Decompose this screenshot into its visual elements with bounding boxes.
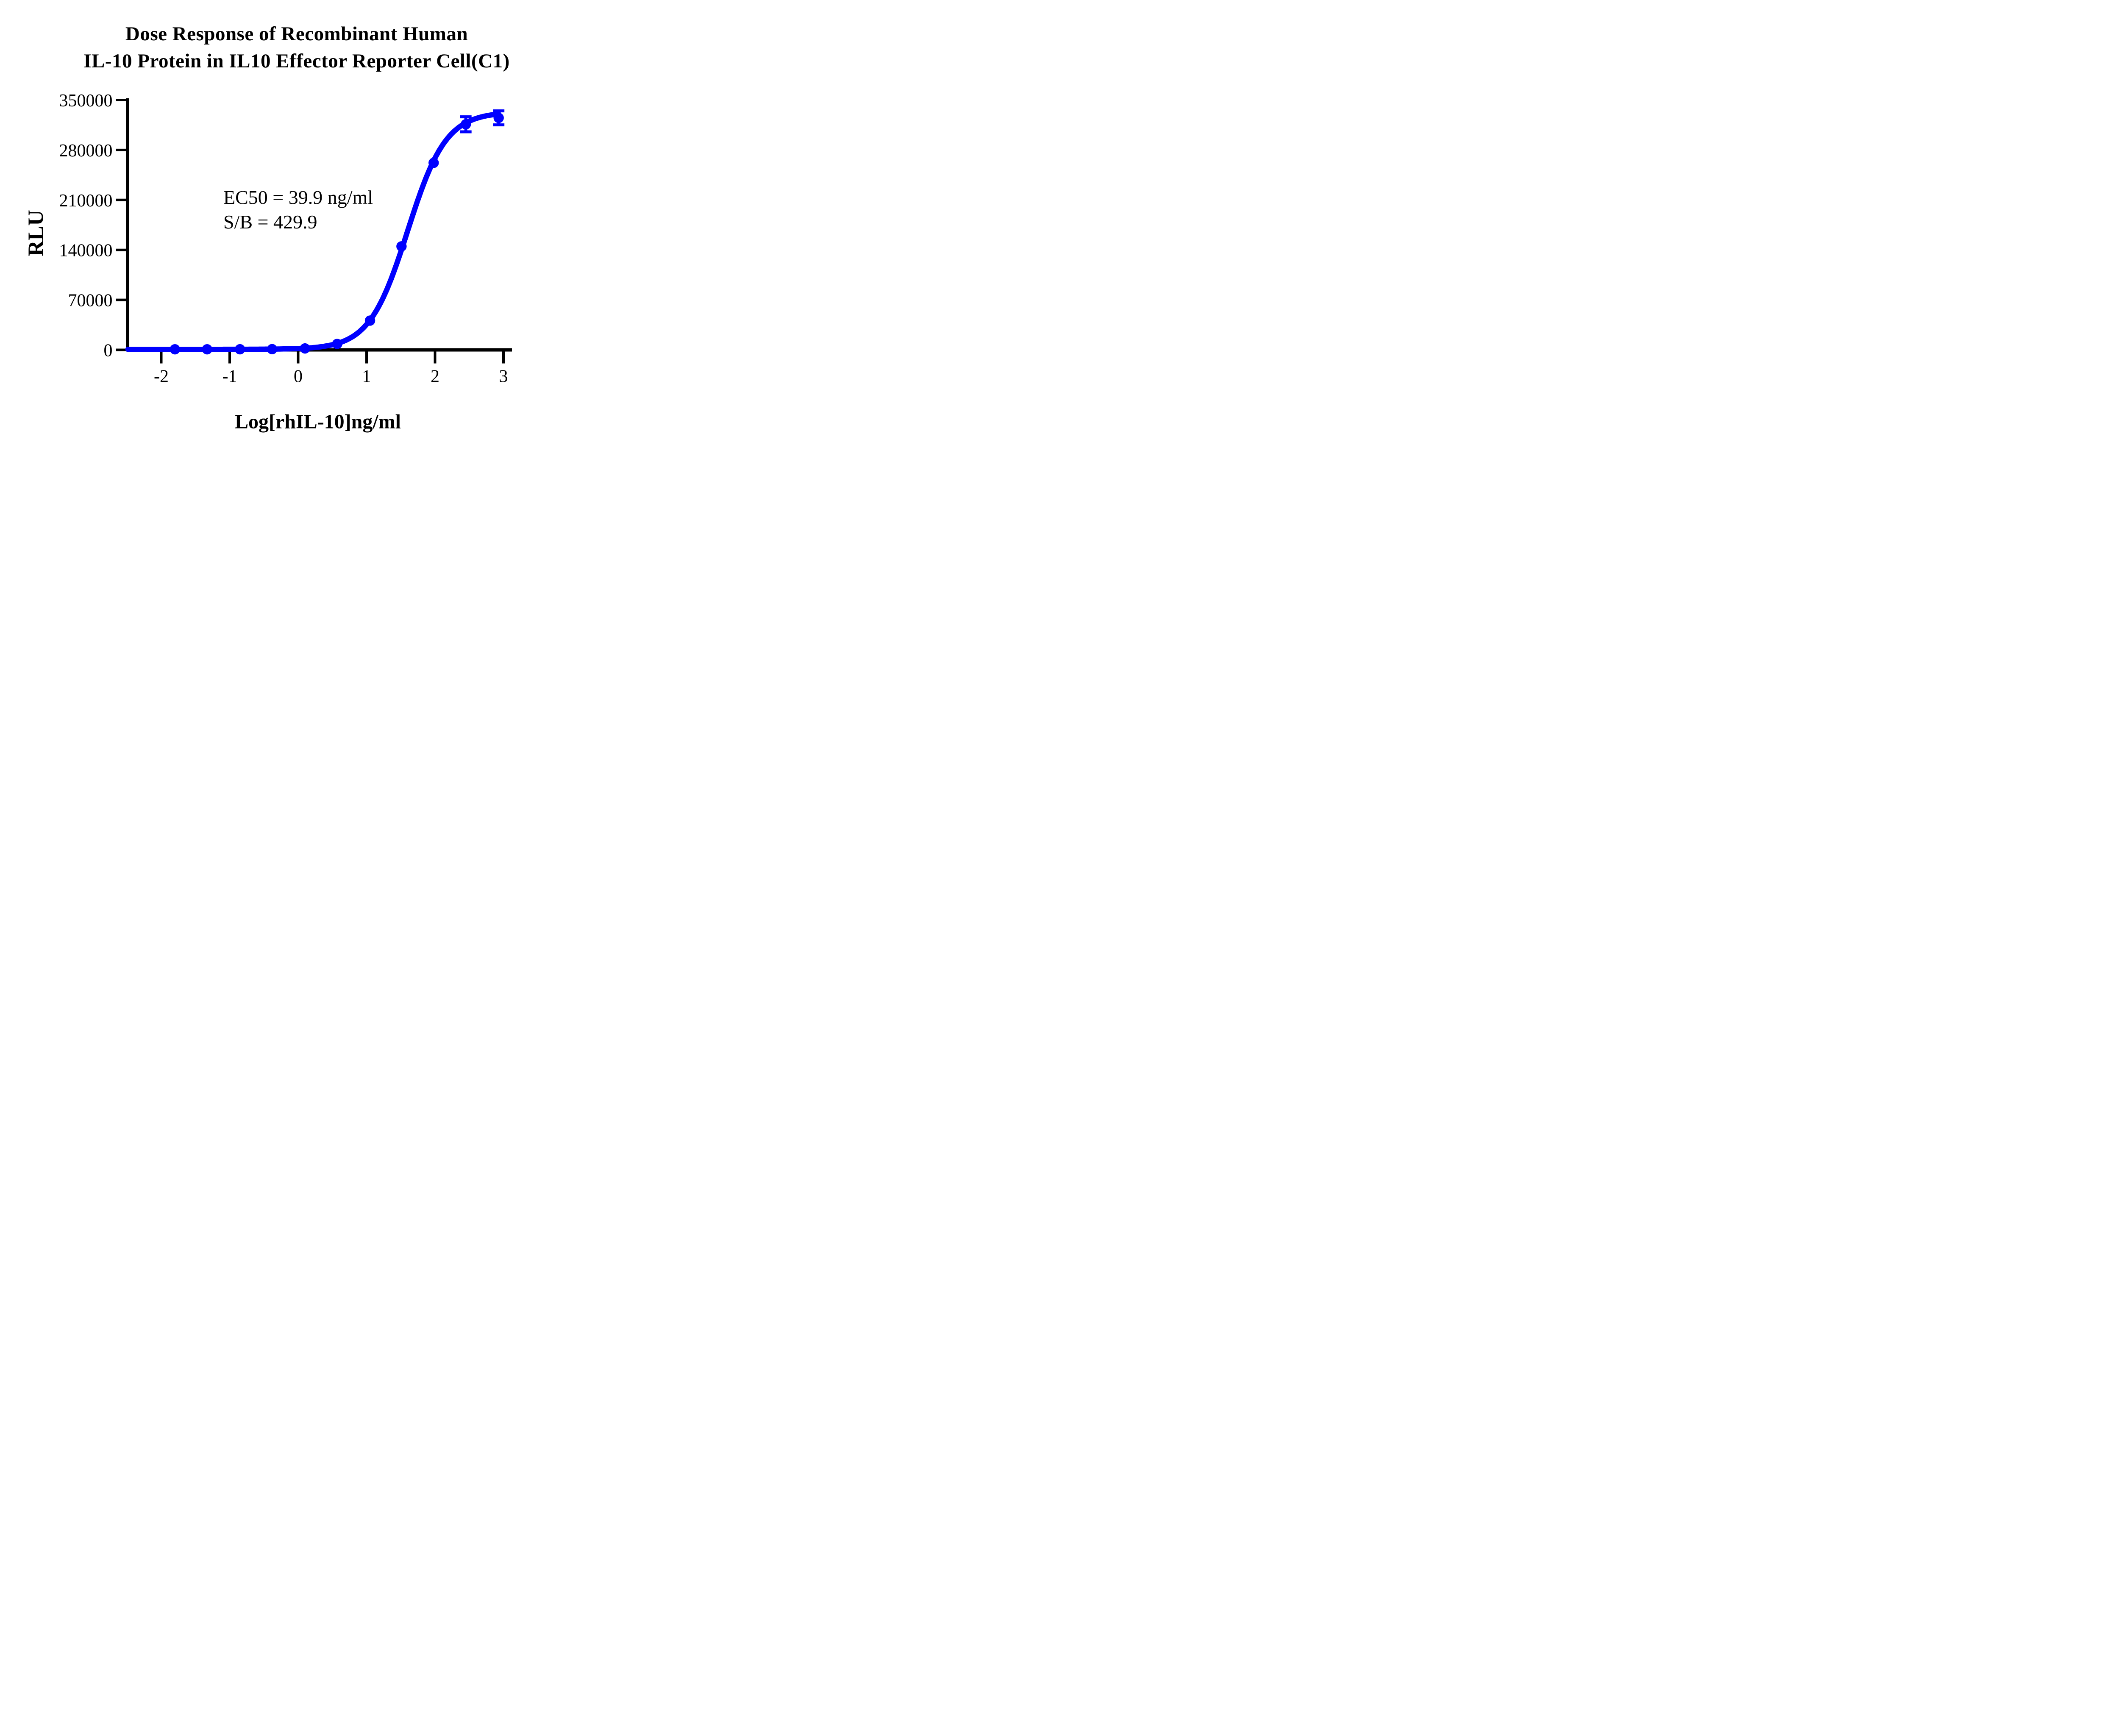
chart-title: Dose Response of Recombinant Human IL-10… — [13, 20, 581, 75]
y-tick-label: 210000 — [59, 191, 113, 211]
plot-area: 0 70000 140000 210000 280000 350000 -2 -1 0 1 2 3 — [59, 91, 512, 387]
x-tick-label: 3 — [499, 367, 508, 387]
y-tick-label: 140000 — [59, 241, 113, 261]
x-tick-label: 0 — [294, 367, 303, 387]
y-axis-line — [126, 98, 129, 352]
data-point — [493, 112, 504, 123]
dose-response-figure: Dose Response of Recombinant Human IL-10… — [0, 0, 590, 434]
x-tick-label: 1 — [362, 367, 371, 387]
data-point — [267, 344, 278, 355]
x-tick-label: 2 — [431, 367, 439, 387]
chart-title-line2: IL-10 Protein in IL10 Effector Reporter … — [83, 50, 510, 72]
ec50-annotation: EC50 = 39.9 ng/ml — [223, 186, 373, 208]
x-axis-line — [126, 348, 512, 352]
data-point — [396, 241, 407, 252]
data-point — [300, 343, 310, 354]
chart-title-line1: Dose Response of Recombinant Human — [125, 23, 468, 45]
fit-annotation: EC50 = 39.9 ng/ml S/B = 429.9 — [223, 185, 373, 234]
x-tick-label: -2 — [154, 367, 169, 387]
data-point — [202, 344, 212, 355]
x-axis-title: Log[rhIL-10]ng/ml — [234, 410, 401, 433]
y-tick-label: 350000 — [59, 91, 113, 111]
x-tick-label: -1 — [222, 367, 237, 387]
data-point — [428, 158, 439, 168]
sb-annotation: S/B = 429.9 — [223, 211, 317, 233]
fit-curve — [125, 111, 501, 352]
y-tick-label: 0 — [104, 341, 113, 361]
data-point — [170, 344, 180, 355]
data-point — [235, 344, 245, 355]
data-point — [364, 315, 375, 326]
y-tick-label: 280000 — [59, 141, 113, 161]
data-point — [460, 119, 471, 130]
y-tick-label: 70000 — [68, 291, 113, 311]
data-point — [332, 339, 342, 349]
